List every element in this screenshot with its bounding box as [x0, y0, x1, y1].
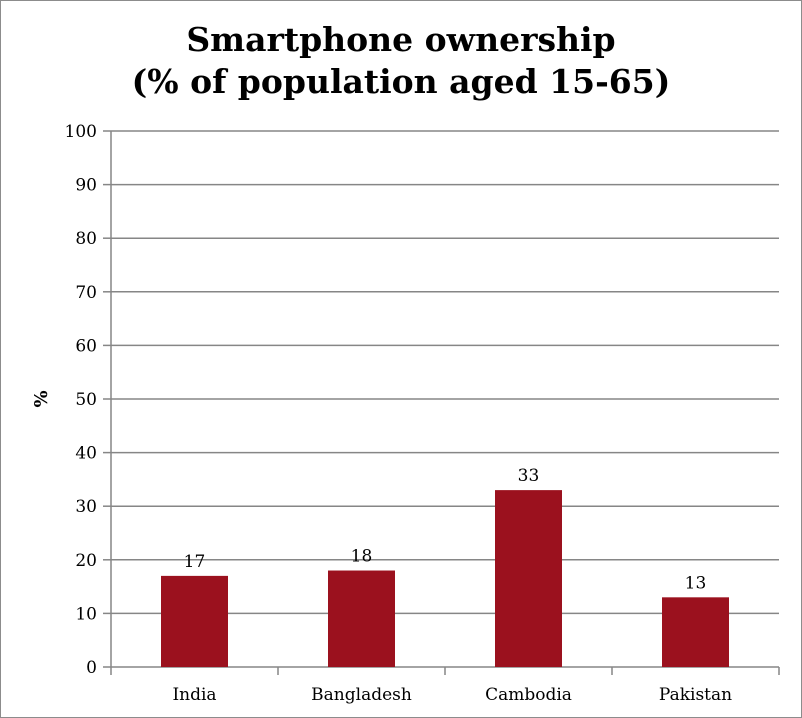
y-tick-label: 0 [86, 658, 97, 678]
y-tick-label: 40 [75, 444, 97, 464]
y-tick-label: 90 [75, 176, 97, 196]
x-tick-label-cambodia: Cambodia [485, 685, 572, 705]
x-tick-label-india: India [172, 685, 216, 705]
y-tick-label: 20 [75, 551, 97, 571]
y-tick-label: 50 [75, 390, 97, 410]
bar-india [161, 575, 228, 667]
bar-bangladesh [328, 570, 395, 667]
y-tick-label: 100 [65, 122, 97, 142]
y-tick-label: 30 [75, 497, 97, 517]
data-label-cambodia: 33 [518, 466, 540, 486]
chart-title-line-1: Smartphone ownership [186, 20, 616, 59]
y-tick-label: 70 [75, 283, 97, 303]
data-label-india: 17 [184, 552, 206, 572]
y-axis-label: % [31, 390, 52, 407]
chart-title-line-2: (% of population aged 15-65) [131, 62, 671, 101]
bar-cambodia [495, 490, 562, 667]
y-tick-label: 80 [75, 229, 97, 249]
data-label-bangladesh: 18 [351, 547, 373, 567]
chart-title: Smartphone ownership (% of population ag… [1, 19, 801, 103]
bar-pakistan [662, 597, 729, 667]
y-tick-label: 10 [75, 604, 97, 624]
data-label-pakistan: 13 [685, 573, 707, 593]
y-tick-label: 60 [75, 336, 97, 356]
x-tick-label-bangladesh: Bangladesh [311, 685, 412, 705]
x-tick-label-pakistan: Pakistan [659, 685, 732, 705]
